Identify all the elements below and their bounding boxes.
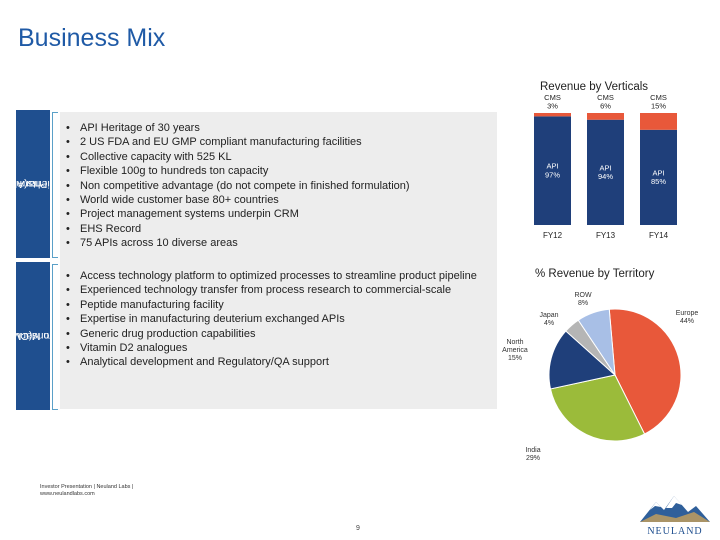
revenue-by-territory-chart: Europe 44% India 29% North America 15% Japan 4% R…	[502, 292, 699, 462]
pie-label-north-america: North America 15%	[502, 339, 528, 362]
api-bullet-item: 2 US FDA and EU GMP compliant manufactur…	[60, 135, 497, 150]
api-bullet-item: World wide customer base 80+ countries	[60, 193, 497, 208]
data-label-api-fy13: API 94%	[598, 163, 613, 181]
api-bullet-item: EHS Record	[60, 222, 497, 237]
bar-cms-fy14	[640, 113, 677, 130]
page-number: 9	[356, 525, 360, 532]
api-bullet-item: 75 APIs across 10 diverse areas	[60, 236, 497, 251]
cms-bullet-item: Analytical development and Regulatory/QA…	[60, 355, 497, 370]
page-title: Business Mix	[18, 24, 166, 52]
bar-api-fy14	[640, 129, 677, 225]
data-label-cms-fy12: CMS 3%	[544, 95, 561, 111]
cms-section-bracket	[52, 264, 58, 410]
api-section-label: Active Pharmaceutical Ingredients(APIs)	[0, 110, 80, 258]
cms-bullet-item: Expertise in manufacturing deuterium exc…	[60, 312, 497, 327]
api-bullet-list: API Heritage of 30 years2 US FDA and EU …	[60, 121, 497, 251]
mountain-logo-icon: NEULAND	[640, 496, 710, 537]
tick-label-fy12: FY12	[543, 231, 563, 240]
api-bullet-item: Collective capacity with 525 KL	[60, 150, 497, 165]
api-bullet-item: API Heritage of 30 years	[60, 121, 497, 136]
data-label-cms-fy13: CMS 6%	[597, 95, 614, 111]
cms-bullet-item: Experienced technology transfer from pro…	[60, 283, 497, 298]
pie-label-japan: Japan 4%	[539, 312, 558, 327]
api-bullet-item: Project management systems underpin CRM	[60, 207, 497, 222]
cms-bullet-item: Peptide manufacturing facility	[60, 298, 497, 313]
api-section-bracket	[52, 112, 58, 258]
footer: Investor Presentation | Neuland Labs | w…	[40, 484, 133, 498]
pie-label-europe: Europe 44%	[676, 310, 699, 325]
pie-slice-row	[577, 308, 616, 376]
footer-line-2: www.neulandlabs.com	[40, 491, 95, 497]
bar-chart-title: Revenue by Verticals	[540, 81, 649, 93]
tick-label-fy14: FY14	[649, 231, 669, 240]
pie-slice-india	[549, 374, 646, 442]
cms-bullet-item: Vitamin D2 analogues	[60, 341, 497, 356]
data-label-cms-fy14: CMS 15%	[650, 95, 667, 111]
api-bullet-item: Flexible 100g to hundreds ton capacity	[60, 164, 497, 179]
data-label-api-fy14: API 85%	[651, 168, 666, 186]
bar-cms-fy13	[587, 113, 624, 120]
cms-bullet-item: Access technology platform to optimized …	[60, 269, 497, 284]
cms-bullet-panel: Access technology platform to optimized …	[60, 264, 497, 409]
bar-api-fy12	[534, 116, 571, 225]
logo-text: NEULAND	[647, 526, 702, 537]
tick-label-fy13: FY13	[596, 231, 616, 240]
pie-label-row: ROW 8%	[574, 292, 592, 307]
cms-bullet-list: Access technology platform to optimized …	[60, 269, 497, 370]
revenue-by-verticals-chart: API 97% CMS 3% FY12 API 94% CMS 6% FY13 API 85% CMS 1…	[534, 95, 677, 240]
bar-api-fy13	[587, 119, 624, 225]
footer-line-1: Investor Presentation | Neuland Labs |	[40, 484, 134, 490]
cms-bullet-item: Generic drug production capabilities	[60, 327, 497, 342]
api-bullet-panel: API Heritage of 30 years2 US FDA and EU …	[60, 112, 497, 265]
bar-cms-fy12	[534, 113, 571, 117]
pie-label-india: India 29%	[525, 447, 540, 462]
cms-section-label: Custom Manufacturing Solutions(CMS)	[0, 262, 80, 410]
api-bullet-item: Non competitive advantage (do not compet…	[60, 179, 497, 194]
pie-slice-north-america	[548, 330, 617, 390]
pie-slice-europe	[608, 308, 682, 435]
data-label-api-fy12: API 97%	[545, 162, 560, 180]
pie-chart-title: % Revenue by Territory	[535, 268, 655, 280]
